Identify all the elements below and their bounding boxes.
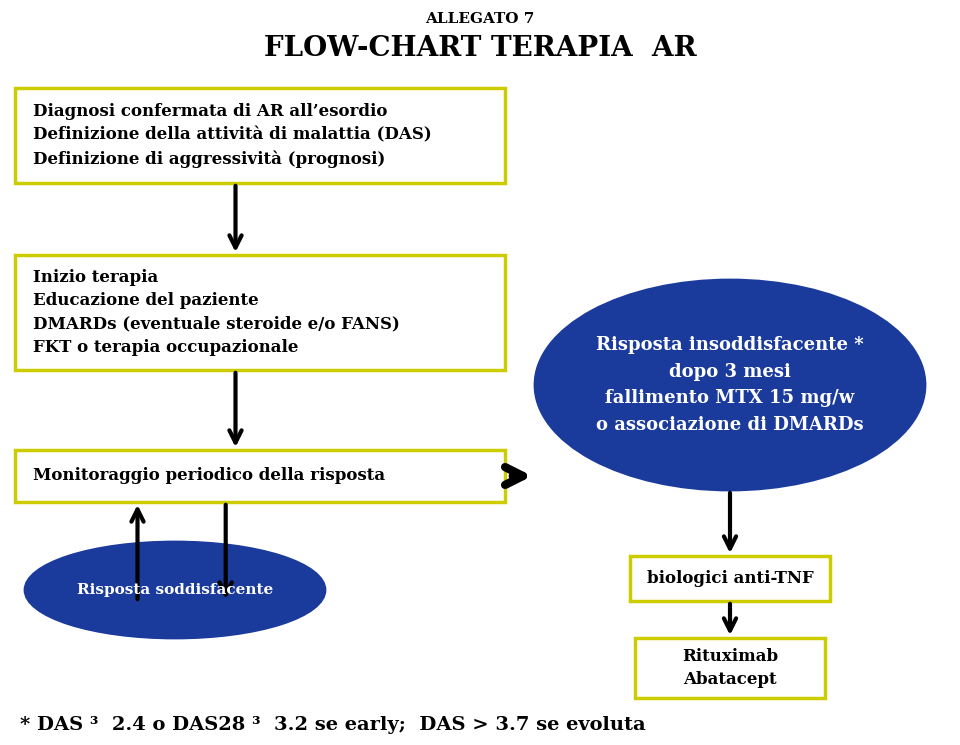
FancyBboxPatch shape (15, 88, 505, 183)
Text: * DAS ³  2.4 o DAS28 ³  3.2 se early;  DAS > 3.7 se evoluta: * DAS ³ 2.4 o DAS28 ³ 3.2 se early; DAS … (20, 716, 646, 734)
Text: biologici anti-TNF: biologici anti-TNF (647, 570, 813, 587)
Text: Monitoraggio periodico della risposta: Monitoraggio periodico della risposta (33, 468, 385, 484)
Text: Inizio terapia
Educazione del paziente
DMARDs (eventuale steroide e/o FANS)
FKT : Inizio terapia Educazione del paziente D… (33, 269, 400, 356)
Text: ALLEGATO 7: ALLEGATO 7 (425, 12, 535, 26)
Text: Risposta soddisfacente: Risposta soddisfacente (77, 583, 274, 597)
FancyBboxPatch shape (15, 255, 505, 370)
FancyBboxPatch shape (635, 638, 825, 698)
Ellipse shape (25, 542, 325, 638)
Text: Risposta insoddisfacente *
dopo 3 mesi
fallimento MTX 15 mg/w
o associazione di : Risposta insoddisfacente * dopo 3 mesi f… (596, 337, 864, 434)
FancyBboxPatch shape (15, 450, 505, 502)
Text: FLOW-CHART TERAPIA  AR: FLOW-CHART TERAPIA AR (264, 35, 696, 62)
Text: Rituximab
Abatacept: Rituximab Abatacept (682, 647, 778, 688)
FancyBboxPatch shape (630, 556, 830, 601)
Text: Diagnosi confermata di AR all’esordio
Definizione della attività di malattia (DA: Diagnosi confermata di AR all’esordio De… (33, 103, 432, 168)
Ellipse shape (535, 280, 925, 490)
